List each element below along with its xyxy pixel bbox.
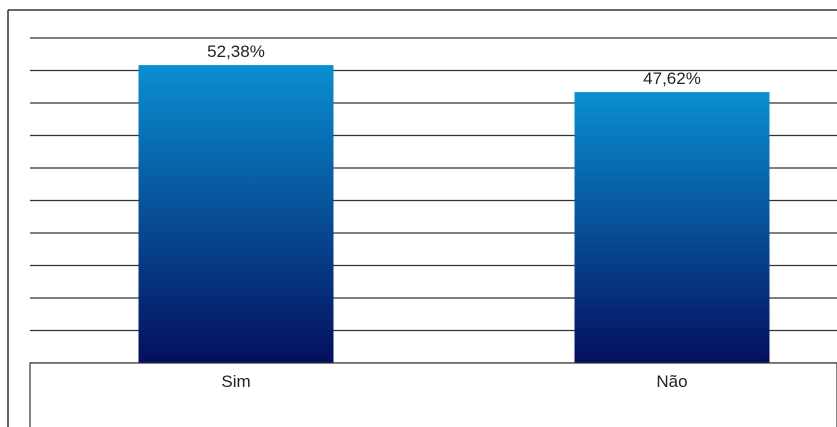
value-label: 52,38%	[207, 42, 265, 61]
category-axis-box	[29, 362, 837, 427]
category-label: Sim	[221, 372, 250, 391]
bar-nao	[574, 92, 770, 363]
value-label: 47,62%	[643, 69, 701, 88]
category-label: Não	[656, 372, 687, 391]
labels: 52,38% Sim 47,62% Não	[207, 42, 701, 391]
bar-sim	[138, 65, 334, 363]
bars	[138, 65, 770, 363]
